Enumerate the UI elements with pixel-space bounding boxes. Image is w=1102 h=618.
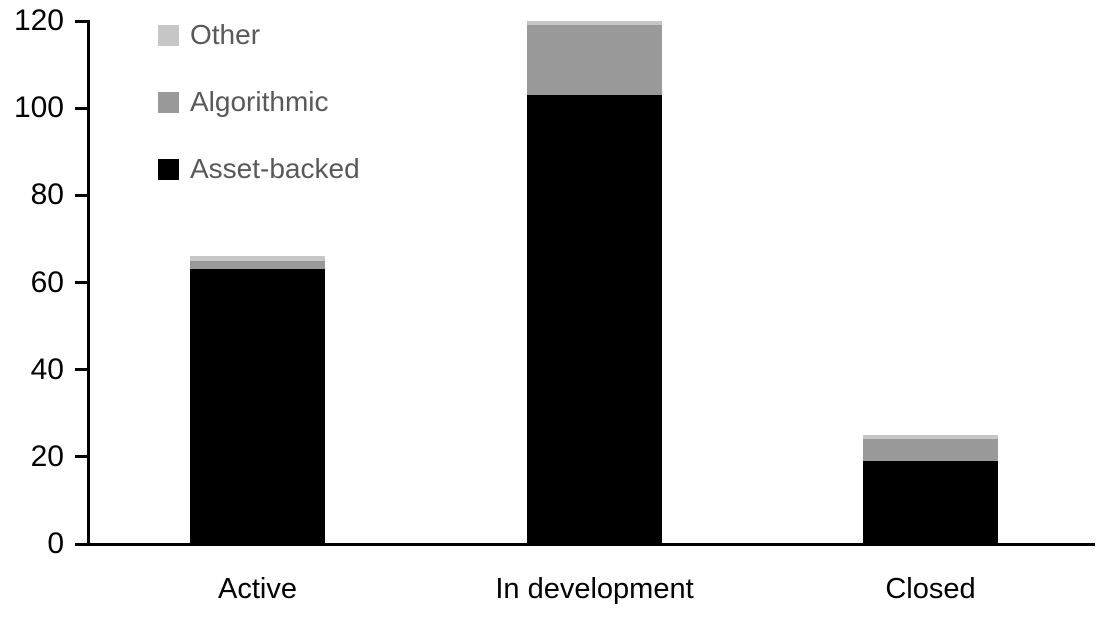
legend-swatch-icon bbox=[158, 91, 179, 113]
bar-segment-algorithmic-in-development bbox=[527, 25, 662, 96]
legend-label: Algorithmic bbox=[190, 86, 329, 117]
bar-segment-asset-backed-closed bbox=[863, 461, 998, 544]
bar-segment-other-active bbox=[190, 256, 325, 261]
y-tick-label: 120 bbox=[13, 4, 64, 37]
legend-label: Other bbox=[190, 19, 261, 50]
x-axis-label-closed: Closed bbox=[885, 573, 976, 605]
y-tick-label: 100 bbox=[13, 91, 64, 125]
y-tick-mark bbox=[75, 281, 88, 284]
legend: Other Algorithmic Asset-backed bbox=[158, 19, 360, 225]
x-axis-line bbox=[87, 543, 1095, 546]
legend-item-asset-backed: Asset-backed bbox=[158, 153, 360, 184]
bar-segment-asset-backed-in-development bbox=[527, 95, 662, 544]
bar-segment-asset-backed-active bbox=[190, 269, 325, 544]
y-tick-label: 80 bbox=[30, 178, 64, 212]
y-tick-label: 40 bbox=[30, 352, 64, 386]
legend-item-algorithmic: Algorithmic bbox=[158, 86, 360, 117]
y-tick-label: 0 bbox=[47, 527, 64, 560]
bar-segment-algorithmic-active bbox=[190, 260, 325, 270]
legend-swatch-icon bbox=[158, 158, 179, 180]
x-axis-label-active: Active bbox=[218, 573, 297, 605]
bar-segment-other-in-development bbox=[527, 21, 662, 26]
y-tick-label: 60 bbox=[30, 265, 64, 299]
bar-segment-algorithmic-closed bbox=[863, 439, 998, 462]
y-tick-mark bbox=[75, 542, 88, 546]
y-tick-label: 20 bbox=[30, 439, 64, 473]
y-tick-mark bbox=[75, 368, 88, 372]
y-tick-mark bbox=[75, 19, 88, 23]
x-axis-label-in-development: In development bbox=[495, 573, 694, 605]
legend-swatch-icon bbox=[158, 24, 179, 46]
y-tick-mark bbox=[75, 193, 88, 197]
legend-item-other: Other bbox=[158, 19, 360, 50]
bar-segment-other-closed bbox=[863, 435, 998, 440]
legend-label: Asset-backed bbox=[190, 153, 360, 184]
y-axis-line bbox=[87, 20, 90, 546]
y-tick-mark bbox=[75, 455, 88, 459]
y-tick-mark bbox=[75, 106, 88, 110]
